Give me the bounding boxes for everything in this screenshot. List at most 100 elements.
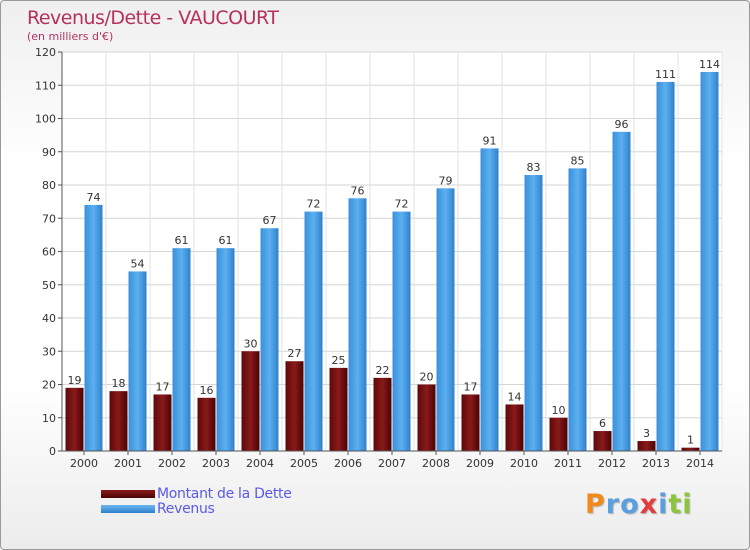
bar-revenus: [656, 81, 675, 452]
bar-revenus: [84, 204, 103, 451]
data-label-revenus: 85: [571, 154, 585, 167]
bar-revenus: [480, 148, 499, 452]
data-label-dette: 22: [376, 364, 390, 377]
data-label-revenus: 67: [263, 214, 277, 227]
chart-title: Revenus/Dette - VAUCOURT: [27, 7, 279, 29]
y-tick-label: 0: [49, 445, 56, 458]
bar-revenus: [700, 71, 719, 451]
y-tick-label: 50: [42, 279, 56, 292]
x-tick-label: 2005: [290, 457, 318, 470]
data-label-revenus: 114: [699, 58, 720, 71]
y-tick-label: 10: [42, 412, 56, 425]
bar-dette: [329, 367, 348, 451]
data-label-revenus: 54: [131, 257, 145, 270]
x-tick-label: 2002: [158, 457, 186, 470]
legend-label-revenus: Revenus: [157, 501, 215, 517]
x-tick-label: 2008: [422, 457, 450, 470]
data-label-revenus: 79: [439, 174, 453, 187]
logo-letter: x: [639, 489, 659, 520]
x-tick-label: 2009: [466, 457, 494, 470]
logo-letter: i: [658, 489, 669, 520]
bar-dette: [593, 431, 612, 451]
logo-letter: r: [605, 489, 621, 520]
y-tick-label: 80: [42, 179, 56, 192]
bar-revenus: [172, 248, 191, 451]
bar-dette: [65, 387, 84, 451]
data-label-dette: 3: [643, 427, 650, 440]
data-label-revenus: 72: [307, 198, 321, 211]
bar-dette: [637, 441, 656, 451]
data-label-dette: 1: [687, 434, 694, 447]
logo-letter: t: [668, 489, 683, 520]
data-label-revenus: 72: [395, 198, 409, 211]
x-tick-label: 2012: [598, 457, 626, 470]
data-label-revenus: 61: [175, 234, 189, 247]
x-tick-label: 2004: [246, 457, 274, 470]
y-tick-label: 90: [42, 146, 56, 159]
bar-revenus: [524, 175, 543, 451]
bar-dette: [197, 397, 216, 451]
proxiti-logo: Proxiti: [585, 489, 693, 520]
legend-swatch-revenus: [101, 505, 155, 513]
bar-dette: [241, 351, 260, 451]
bar-revenus: [612, 131, 631, 452]
bar-revenus: [304, 211, 323, 451]
legend-swatch-debt: [101, 490, 155, 498]
x-tick-label: 2011: [554, 457, 582, 470]
data-label-revenus: 91: [483, 134, 497, 147]
chart-subtitle: (en milliers d'€): [27, 30, 114, 43]
bar-dette: [549, 417, 568, 451]
data-label-dette: 6: [599, 417, 606, 430]
bar-revenus: [348, 198, 367, 451]
bar-revenus: [436, 188, 455, 451]
bar-dette: [461, 394, 480, 451]
y-tick-label: 20: [42, 379, 56, 392]
data-label-dette: 25: [332, 354, 346, 367]
data-label-dette: 10: [552, 404, 566, 417]
bar-dette: [681, 447, 700, 451]
x-tick-label: 2007: [378, 457, 406, 470]
data-label-revenus: 96: [615, 118, 629, 131]
bar-revenus: [568, 168, 587, 451]
bar-dette: [109, 391, 128, 451]
y-tick-label: 30: [42, 345, 56, 358]
y-tick-label: 40: [42, 312, 56, 325]
x-tick-label: 2010: [510, 457, 538, 470]
data-label-dette: 18: [112, 377, 126, 390]
x-tick-label: 2006: [334, 457, 362, 470]
data-label-revenus: 61: [219, 234, 233, 247]
data-label-dette: 30: [244, 337, 258, 350]
y-tick-label: 100: [35, 113, 56, 126]
data-label-revenus: 111: [655, 68, 676, 81]
logo-letter: P: [585, 489, 606, 520]
bar-revenus: [260, 228, 279, 451]
x-tick-label: 2014: [686, 457, 714, 470]
legend-label-debt: Montant de la Dette: [157, 486, 292, 502]
x-tick-label: 2003: [202, 457, 230, 470]
data-label-dette: 17: [156, 380, 170, 393]
x-tick-label: 2001: [114, 457, 142, 470]
data-label-revenus: 83: [527, 161, 541, 174]
bar-revenus: [216, 248, 235, 451]
bar-revenus: [392, 211, 411, 451]
bar-revenus: [128, 271, 147, 451]
bar-dette: [153, 394, 172, 451]
x-tick-label: 2013: [642, 457, 670, 470]
logo-letter: o: [620, 489, 640, 520]
y-tick-label: 60: [42, 246, 56, 259]
bar-dette: [505, 404, 524, 451]
x-tick-label: 2000: [70, 457, 98, 470]
data-label-dette: 20: [420, 371, 434, 384]
data-label-dette: 27: [288, 347, 302, 360]
y-tick-label: 120: [35, 46, 56, 59]
data-label-dette: 16: [200, 384, 214, 397]
data-label-dette: 19: [68, 374, 82, 387]
data-label-dette: 17: [464, 380, 478, 393]
data-label-revenus: 74: [87, 191, 101, 204]
y-tick-label: 110: [35, 79, 56, 92]
logo-letter: i: [682, 489, 693, 520]
data-label-dette: 14: [508, 390, 522, 403]
bar-dette: [417, 384, 436, 451]
